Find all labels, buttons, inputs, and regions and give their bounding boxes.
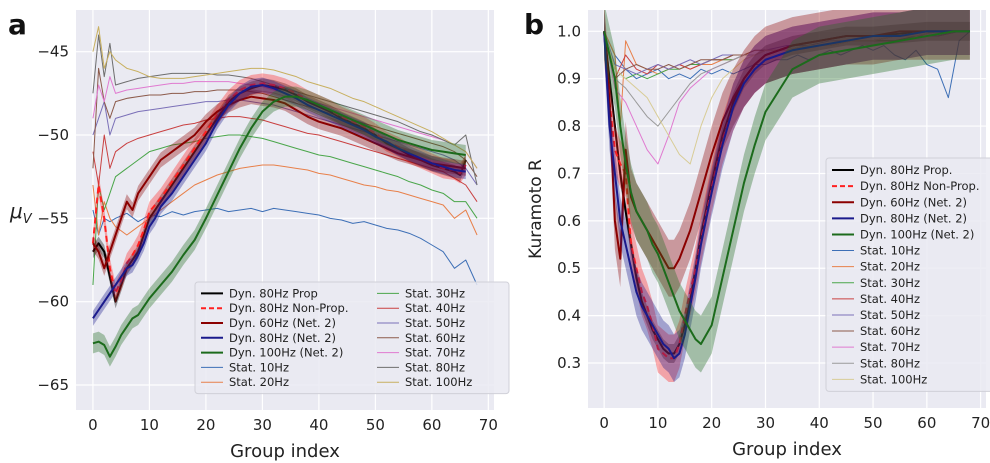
- line-stat-100hz-a: [92, 26, 478, 169]
- legend-label-stat-30hz-b: Stat. 30Hz: [860, 276, 920, 290]
- legend-label-stat-70hz-b: Stat. 70Hz: [860, 340, 920, 354]
- y-axis-label-a: μV: [9, 199, 33, 227]
- legend-box-a: [194, 281, 510, 395]
- x-tick-label-b: 30: [756, 414, 775, 432]
- legend-label-stat-100hz-a: Stat. 100Hz: [405, 375, 472, 389]
- x-tick-label-a: 60: [422, 416, 441, 434]
- band-dyn-80hz-net-2-b: [604, 10, 970, 382]
- line-dyn-80hz-net-2-a: [92, 84, 466, 319]
- legend-label-stat-20hz-b: Stat. 20Hz: [860, 260, 920, 274]
- line-stat-70hz-a: [92, 76, 478, 169]
- y-tick-label-b: 0.9: [557, 70, 581, 88]
- series-group-b: [603, 10, 971, 382]
- x-tick-label-b: 0: [599, 414, 609, 432]
- x-tick-label-a: 20: [196, 416, 215, 434]
- y-tick-label-a: −55: [37, 209, 69, 227]
- x-axis-label-a: Group index: [230, 441, 340, 462]
- legend-label-stat-100hz-b: Stat. 100Hz: [860, 372, 927, 386]
- y-tick-label-a: −50: [37, 126, 69, 144]
- panel-b-letter: b: [524, 8, 544, 41]
- x-tick-label-a: 30: [253, 416, 272, 434]
- legend-label-stat-80hz-a: Stat. 80Hz: [405, 360, 465, 374]
- x-tick-label-b: 20: [702, 414, 721, 432]
- y-tick-label-a: −60: [37, 293, 69, 311]
- legend-label-dyn-80hz-non-prop-b: Dyn. 80Hz Non-Prop.: [860, 179, 980, 193]
- legend-label-stat-20hz-a: Stat. 20Hz: [229, 375, 289, 389]
- legend-label-dyn-100hz-net-2-b: Dyn. 100Hz (Net. 2): [860, 227, 974, 241]
- y-tick-label-b: 0.4: [557, 307, 581, 325]
- line-stat-60hz-a: [92, 67, 478, 177]
- legend-label-dyn-100hz-net-2-a: Dyn. 100Hz (Net. 2): [229, 346, 343, 360]
- line-stat-10hz-b: [603, 30, 971, 99]
- y-tick-label-b: 0.6: [557, 212, 581, 230]
- band-dyn-80hz-non-prop-b: [604, 10, 970, 382]
- x-tick-label-b: 50: [864, 414, 883, 432]
- legend-label-stat-60hz-a: Stat. 60Hz: [405, 331, 465, 345]
- legend-label-dyn-80hz-prop-a: Dyn. 80Hz Prop: [229, 286, 318, 300]
- x-tick-label-b: 10: [648, 414, 667, 432]
- y-tick-label-a: −65: [37, 376, 69, 394]
- line-dyn-80hz-net-2-b: [603, 30, 970, 360]
- y-axis-label-b: Kuramoto R: [526, 159, 546, 259]
- x-tick-label-b: 70: [971, 414, 990, 432]
- legend-label-dyn-80hz-non-prop-a: Dyn. 80Hz Non-Prop.: [229, 301, 349, 315]
- y-tick-label-b: 1.0: [557, 22, 581, 40]
- y-tick-label-b: 0.3: [557, 354, 581, 372]
- y-tick-label-b: 0.5: [557, 259, 581, 277]
- x-tick-label-a: 50: [366, 416, 385, 434]
- legend-label-stat-40hz-a: Stat. 40Hz: [405, 301, 465, 315]
- legend-label-stat-60hz-b: Stat. 60Hz: [860, 324, 920, 338]
- band-dyn-100hz-net-2-b: [604, 10, 970, 373]
- y-axis-label-subscript: V: [23, 212, 33, 227]
- legend-label-stat-50hz-b: Stat. 50Hz: [860, 308, 920, 322]
- line-stat-10hz-a: [92, 207, 478, 286]
- legend-label-dyn-60hz-net-2-a: Dyn. 60Hz (Net. 2): [229, 316, 336, 330]
- line-dyn-100hz-net-2-a: [92, 95, 466, 358]
- legend-label-stat-30hz-a: Stat. 30Hz: [405, 286, 465, 300]
- x-axis-label-b: Group index: [732, 439, 842, 460]
- x-tick-label-a: 70: [479, 416, 498, 434]
- line-stat-40hz-a: [92, 116, 478, 202]
- y-tick-label-b: 0.8: [557, 117, 581, 135]
- x-tick-label-a: 10: [140, 416, 159, 434]
- legend-label-stat-40hz-b: Stat. 40Hz: [860, 292, 920, 306]
- series-group-a: [91, 26, 478, 367]
- band-dyn-60hz-net-2-b: [604, 10, 970, 297]
- line-stat-20hz-a: [92, 164, 478, 236]
- legend-box-b: [825, 157, 990, 392]
- legend-label-dyn-60hz-net-2-b: Dyn. 60Hz (Net. 2): [860, 195, 967, 209]
- line-stat-30hz-a: [92, 134, 478, 286]
- chart-panel-a: 0 10 20 30 40 50 60 70 −45 −50 −55 −60 −65 Group inde…: [9, 10, 510, 462]
- line-stat-50hz-a: [92, 99, 478, 186]
- x-tick-label-b: 60: [917, 414, 936, 432]
- y-tick-label-a: −45: [37, 43, 69, 61]
- legend-label-dyn-80hz-prop-b: Dyn. 80Hz Prop.: [860, 163, 952, 177]
- x-tick-label-a: 40: [309, 416, 328, 434]
- y-tick-label-b: 0.7: [557, 164, 581, 182]
- panel-a-letter: a: [8, 8, 27, 41]
- legend-label-stat-70hz-a: Stat. 70Hz: [405, 346, 465, 360]
- line-dyn-80hz-non-prop-a: [91, 82, 467, 295]
- legend-label-stat-80hz-b: Stat. 80Hz: [860, 356, 920, 370]
- legend-label-stat-50hz-a: Stat. 50Hz: [405, 316, 465, 330]
- band-dyn-80hz-net-2-a: [92, 77, 466, 326]
- line-dyn-60hz-net-2-a: [92, 95, 466, 270]
- chart-panel-b: 0 10 20 30 40 50 60 70 1.0 0.9 0.8 0.7 0.6 0.5 0.4 0.3 G…: [526, 10, 990, 460]
- x-tick-label-a: 0: [88, 416, 98, 434]
- x-tick-label-b: 40: [810, 414, 829, 432]
- legend-label-dyn-80hz-net-2-a: Dyn. 80Hz (Net. 2): [229, 331, 336, 345]
- legend-label-dyn-80hz-net-2-b: Dyn. 80Hz (Net. 2): [860, 211, 967, 225]
- legend-label-stat-10hz-a: Stat. 10Hz: [229, 360, 289, 374]
- legend-label-stat-10hz-b: Stat. 10Hz: [860, 244, 920, 258]
- line-dyn-100hz-net-2-b: [603, 30, 970, 346]
